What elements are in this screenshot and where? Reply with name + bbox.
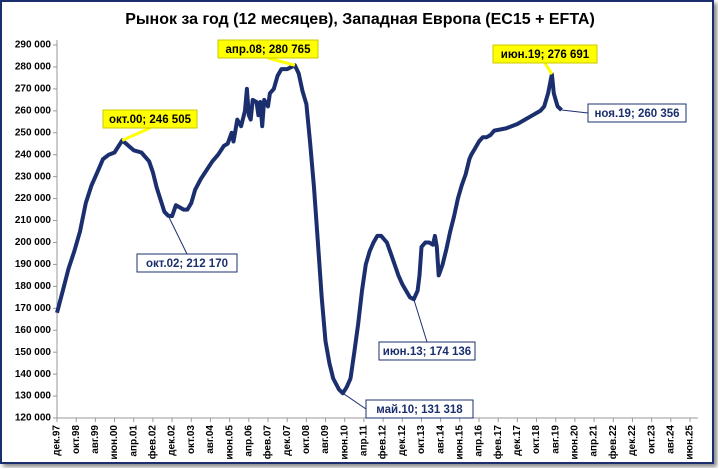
- annotation-leader: [267, 56, 296, 67]
- x-tick-label: авг.04: [205, 425, 216, 454]
- x-tick-label: фев.17: [492, 425, 504, 460]
- x-tick-label: авг.14: [435, 425, 446, 454]
- x-tick-label: окт.08: [301, 425, 312, 454]
- x-tick-label: июн.15: [454, 425, 465, 460]
- annotation-text: июн.19; 276 691: [501, 49, 590, 61]
- y-tick-label: 170 000: [15, 303, 52, 314]
- x-tick-label: дек.22: [627, 425, 638, 456]
- y-tick-label: 250 000: [15, 127, 52, 138]
- x-tick-label: апр.21: [589, 425, 600, 457]
- x-tick-label: авг.19: [550, 425, 561, 454]
- x-tick-label: июн.00: [109, 425, 120, 460]
- annotation-box: [492, 44, 598, 64]
- x-tick-label: окт.18: [531, 425, 542, 454]
- y-tick-label: 160 000: [15, 325, 52, 336]
- x-tick-label: авг.99: [90, 425, 101, 454]
- annotation-text: окт.02; 212 170: [146, 258, 228, 270]
- y-tick-label: 280 000: [15, 62, 52, 73]
- annotation-box: [102, 109, 198, 129]
- x-tick-label: окт.13: [416, 425, 427, 454]
- annotation-box: [378, 341, 476, 361]
- x-tick-label: дек.07: [282, 425, 293, 456]
- y-tick-label: 220 000: [15, 193, 52, 204]
- x-tick-label: июн.10: [339, 425, 350, 460]
- y-tick-label: 140 000: [15, 369, 52, 380]
- y-tick-label: 200 000: [15, 237, 52, 248]
- x-tick-label: апр.16: [474, 425, 485, 457]
- annotation-leader: [167, 215, 188, 255]
- series-line: [55, 63, 563, 396]
- x-tick-label: фев.07: [262, 425, 274, 460]
- annotation-box: [136, 253, 238, 273]
- x-tick-label: авг.09: [320, 425, 331, 454]
- x-tick-label: окт.98: [71, 425, 82, 454]
- x-tick-label: дек.97: [52, 425, 63, 456]
- x-tick-label: дек.02: [167, 425, 178, 456]
- x-tick-label: фев.22: [607, 425, 619, 460]
- annotation-text: июн.13; 174 136: [383, 346, 471, 358]
- chart-title: Рынок за год (12 месяцев), Западная Евро…: [125, 11, 595, 28]
- y-tick-label: 190 000: [15, 259, 52, 270]
- x-tick-label: июн.05: [224, 425, 235, 460]
- y-tick-label: 210 000: [15, 215, 52, 226]
- y-tick-label: 180 000: [15, 281, 52, 292]
- x-tick-label: апр.11: [359, 425, 370, 456]
- annotation-box: [587, 103, 687, 123]
- x-tick-label: июн.25: [685, 425, 696, 460]
- frame: [0, 0, 714, 464]
- y-tick-label: 270 000: [15, 84, 52, 95]
- x-tick-label: апр.06: [243, 425, 254, 457]
- annotation-leader: [561, 109, 589, 114]
- annotation-text: окт.00; 246 505: [109, 114, 192, 126]
- annotation-text: ноя.19; 260 356: [594, 108, 679, 120]
- annotation-text: апр.08; 280 765: [226, 44, 312, 56]
- x-tick-label: окт.23: [646, 425, 657, 454]
- x-tick-label: авг.24: [665, 425, 676, 454]
- x-tick-label: июн.20: [570, 425, 581, 460]
- annotation-leader: [342, 392, 367, 410]
- y-tick-label: 150 000: [15, 347, 52, 358]
- annotation-leader: [413, 299, 428, 343]
- x-tick-label: окт.03: [186, 425, 197, 454]
- annotation-text: май.10; 131 318: [376, 404, 463, 416]
- y-tick-label: 290 000: [15, 40, 52, 51]
- y-tick-label: 130 000: [15, 391, 52, 402]
- y-tick-label: 240 000: [15, 149, 52, 160]
- x-tick-label: фев.02: [147, 425, 159, 460]
- annotation-box: [365, 399, 474, 419]
- y-tick-label: 230 000: [15, 171, 52, 182]
- y-tick-label: 260 000: [15, 105, 52, 116]
- annotation-box: [217, 39, 319, 59]
- x-tick-label: дек.17: [512, 425, 523, 456]
- annotation-leader: [543, 62, 554, 75]
- annotation-leader: [121, 126, 151, 142]
- x-tick-label: дек.12: [397, 425, 408, 456]
- x-tick-label: фев.12: [377, 425, 389, 460]
- y-tick-label: 120 000: [15, 413, 52, 424]
- x-tick-label: апр.01: [128, 425, 139, 457]
